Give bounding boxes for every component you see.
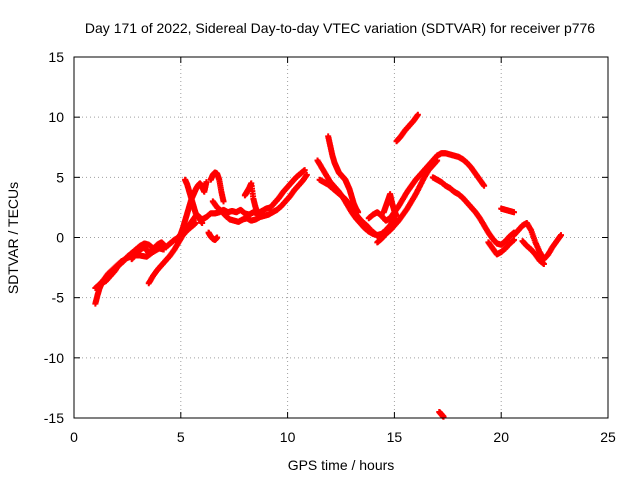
data-point [511, 209, 518, 216]
x-tick-label: 20 [493, 429, 509, 445]
series-tr22 [511, 220, 565, 263]
x-tick-label: 0 [70, 429, 78, 445]
chart-title: Day 171 of 2022, Sidereal Day-to-day VTE… [85, 20, 595, 36]
data-point [301, 167, 308, 174]
data-point [303, 171, 310, 178]
series-tr12 [325, 133, 362, 216]
y-tick-label: 5 [56, 169, 64, 185]
data-point [540, 260, 547, 267]
series-tr10 [205, 229, 221, 243]
series-tr8 [209, 171, 310, 225]
grid [74, 57, 608, 418]
series-tr21 [498, 205, 518, 216]
x-tick-label: 10 [280, 429, 296, 445]
x-tick-label: 25 [600, 429, 616, 445]
data-point [254, 210, 261, 217]
series-tr14 [316, 176, 383, 241]
series-tr18 [393, 111, 421, 145]
series-tr3 [128, 212, 199, 263]
series-tr23 [519, 238, 547, 267]
series-tr17 [380, 191, 400, 219]
data-point [558, 232, 565, 239]
axis-ticks: 0 5 10 15 20 25 -15 -10 -5 0 5 10 15 [44, 49, 616, 445]
x-tick-label: 15 [387, 429, 403, 445]
series-tr20 [485, 236, 518, 258]
x-tick-label: 5 [177, 429, 185, 445]
x-axis-label: GPS time / hours [288, 457, 395, 473]
series-tr19 [429, 174, 518, 248]
data-point [220, 198, 227, 205]
data-points [92, 111, 565, 420]
data-point [481, 182, 488, 189]
y-tick-label: 15 [48, 49, 64, 65]
series-tr11 [241, 180, 261, 217]
y-tick-label: -5 [52, 290, 65, 306]
data-point [440, 413, 447, 420]
series-tr9 [207, 169, 227, 205]
series-tr13 [314, 157, 398, 239]
data-point [214, 234, 221, 241]
plot-frame [73, 56, 609, 419]
y-tick-label: 10 [48, 109, 64, 125]
y-tick-label: 0 [56, 230, 64, 246]
data-point [414, 111, 421, 118]
series-tr24 [436, 408, 447, 420]
y-tick-label: -10 [44, 350, 64, 366]
series-tr5 [173, 179, 210, 243]
data-point [203, 179, 210, 186]
data-point [434, 157, 441, 164]
y-tick-label: -15 [44, 410, 64, 426]
data-point [192, 220, 199, 227]
series-tr16 [374, 157, 441, 246]
series-tr15 [365, 150, 488, 224]
data-point [393, 212, 400, 219]
y-axis-label: SDTVAR / TECUs [5, 182, 21, 294]
